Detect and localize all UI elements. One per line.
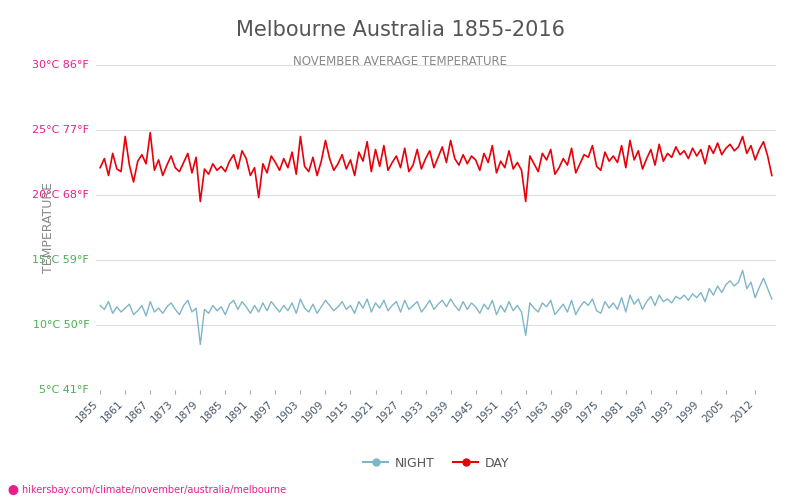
Text: TEMPERATURE: TEMPERATURE xyxy=(42,182,55,273)
Text: 30°C 86°F: 30°C 86°F xyxy=(33,60,90,70)
Text: 15°C 59°F: 15°C 59°F xyxy=(33,255,90,265)
Text: Melbourne Australia 1855-2016: Melbourne Australia 1855-2016 xyxy=(235,20,565,40)
Text: 5°C 41°F: 5°C 41°F xyxy=(39,385,90,395)
Text: ⬤ hikersbay.com/climate/november/australia/melbourne: ⬤ hikersbay.com/climate/november/austral… xyxy=(8,485,286,495)
Text: 25°C 77°F: 25°C 77°F xyxy=(32,125,90,135)
Legend: NIGHT, DAY: NIGHT, DAY xyxy=(358,452,514,475)
Text: 20°C 68°F: 20°C 68°F xyxy=(32,190,90,200)
Text: NOVEMBER AVERAGE TEMPERATURE: NOVEMBER AVERAGE TEMPERATURE xyxy=(293,55,507,68)
Text: 10°C 50°F: 10°C 50°F xyxy=(33,320,90,330)
